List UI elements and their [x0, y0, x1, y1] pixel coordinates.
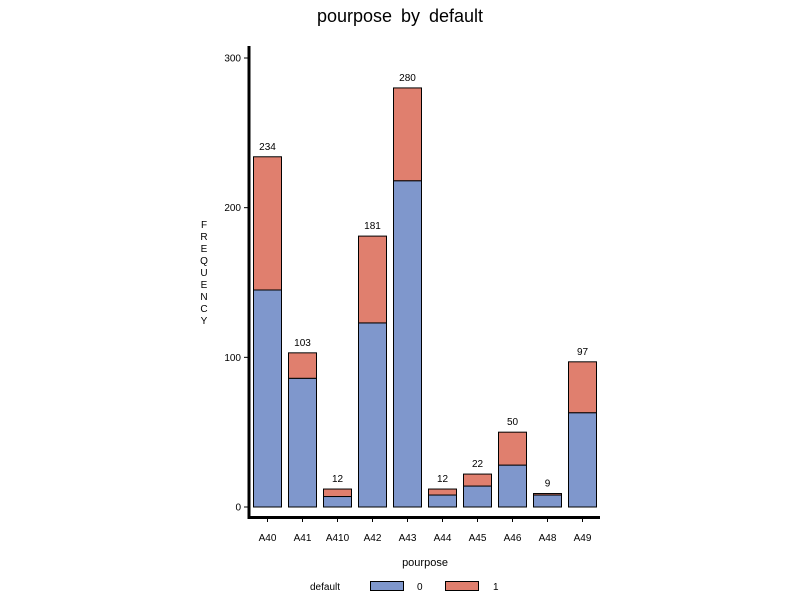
- bar-A41-series-0: [288, 377, 317, 508]
- y-tick-label: 100: [224, 353, 241, 364]
- bar-A42-series-1: [358, 235, 387, 324]
- bar-A43-series-1: [393, 87, 422, 182]
- bar-A44-series-0: [428, 494, 457, 508]
- bar-total-label: 22: [472, 459, 484, 470]
- legend-swatch-0: [370, 581, 404, 591]
- bar-A410-series-1: [323, 488, 352, 498]
- x-tick-label: A43: [399, 533, 417, 544]
- bar-A46-series-1: [498, 431, 527, 466]
- bar-A40-series-0: [253, 289, 282, 508]
- bar-total-label: 12: [332, 474, 344, 485]
- legend-title: default: [310, 582, 341, 593]
- bar-A46-series-0: [498, 464, 527, 508]
- x-tick-label: A41: [294, 533, 312, 544]
- x-tick-label: A46: [504, 533, 522, 544]
- bar-A49-series-1: [568, 361, 597, 414]
- x-axis-label: pourpose: [402, 557, 448, 569]
- bar-total-label: 12: [437, 474, 449, 485]
- bar-A41-series-1: [288, 352, 317, 379]
- bar-A40-series-1: [253, 156, 282, 291]
- bar-A48-series-1: [533, 493, 562, 496]
- bar-A45-series-1: [463, 473, 492, 487]
- legend: default 0 1: [0, 581, 800, 595]
- x-tick-label: A44: [434, 533, 452, 544]
- bar-total-label: 50: [507, 417, 519, 428]
- y-tick-label: 200: [224, 203, 241, 214]
- bar-A48-series-0: [533, 494, 562, 508]
- x-tick-label: A45: [469, 533, 487, 544]
- bar-total-label: 280: [399, 73, 416, 84]
- x-tick-label: A48: [539, 533, 557, 544]
- x-tick-label: A40: [259, 533, 277, 544]
- x-tick-label: A410: [326, 533, 350, 544]
- bar-total-label: 97: [577, 347, 589, 358]
- bar-total-label: 234: [259, 142, 276, 153]
- bar-A42-series-0: [358, 322, 387, 508]
- chart-title: pourpose by default: [316, 6, 484, 26]
- bar-A410-series-0: [323, 496, 352, 508]
- x-tick-label: A49: [574, 533, 592, 544]
- bar-A45-series-0: [463, 485, 492, 508]
- bar-total-label: 9: [545, 479, 551, 490]
- legend-label-1: 1: [493, 582, 499, 593]
- legend-label-0: 0: [417, 582, 423, 593]
- bar-total-label: 181: [364, 221, 381, 232]
- y-tick-label: 0: [235, 503, 241, 514]
- legend-swatch-1: [445, 581, 479, 591]
- y-tick-label: 300: [224, 54, 241, 65]
- bar-A44-series-1: [428, 488, 457, 496]
- bar-A49-series-0: [568, 412, 597, 508]
- bar-total-label: 103: [294, 338, 311, 349]
- bar-A43-series-0: [393, 180, 422, 508]
- x-tick-label: A42: [364, 533, 382, 544]
